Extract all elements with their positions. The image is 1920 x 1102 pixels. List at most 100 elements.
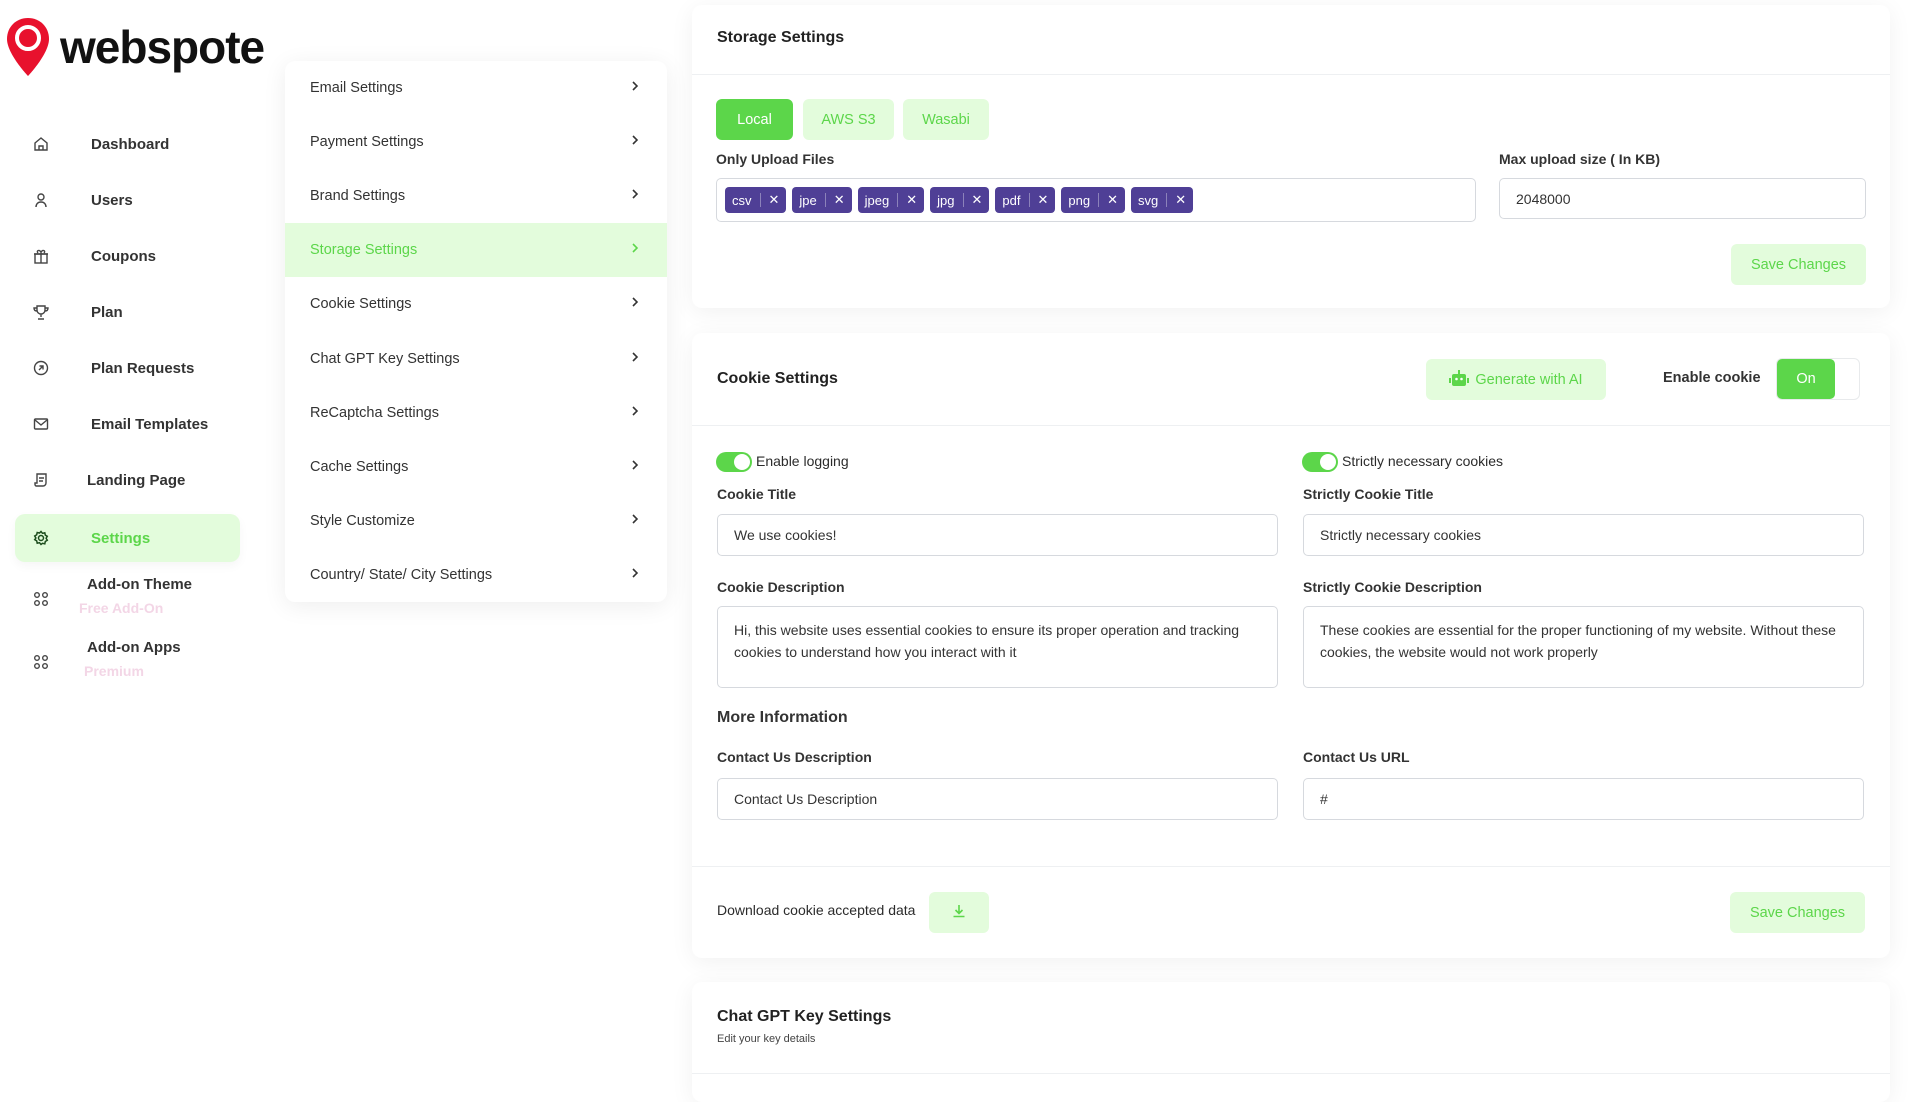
sidebar-item-addon-theme[interactable]: Add-on Theme [15, 576, 240, 624]
logo[interactable]: webspote [4, 16, 265, 80]
submenu-item[interactable]: Email Settings [285, 61, 667, 115]
sidebar-label: Landing Page [87, 471, 186, 489]
enable-cookie-toggle[interactable]: On [1776, 358, 1860, 400]
tag-label: pdf [1002, 192, 1021, 208]
sidebar-label: Add-on Theme [87, 576, 192, 593]
card-title: Cookie Settings [717, 370, 838, 387]
contact-url-input[interactable]: # [1303, 778, 1864, 820]
chevron-right-icon [631, 567, 639, 583]
generate-with-ai-button[interactable]: Generate with AI [1426, 359, 1606, 400]
submenu-item[interactable]: Cache Settings [285, 440, 667, 494]
remove-tag-icon[interactable]: ✕ [1037, 192, 1049, 207]
tag-label: jpeg [864, 192, 890, 208]
sidebar-item-email-templates[interactable]: Email Templates [15, 400, 240, 448]
sidebar-label: Settings [91, 529, 151, 547]
divider [692, 74, 1890, 75]
sidebar-label: Add-on Apps [87, 639, 181, 656]
sidebar-item-plan[interactable]: Plan [15, 288, 240, 336]
save-changes-button[interactable]: Save Changes [1730, 892, 1865, 933]
sidebar-item-coupons[interactable]: Coupons [15, 232, 240, 280]
file-type-tag: svg ✕ [1131, 187, 1194, 213]
submenu-item[interactable]: Payment Settings [285, 115, 667, 169]
sidebar-sublabel: Premium [84, 663, 144, 679]
save-changes-button[interactable]: Save Changes [1731, 244, 1866, 285]
cookie-title-label: Cookie Title [717, 486, 797, 502]
sidebar-item-dashboard[interactable]: Dashboard [15, 120, 240, 168]
remove-tag-icon[interactable]: ✕ [906, 192, 918, 207]
submenu-item[interactable]: Chat GPT Key Settings [285, 331, 667, 385]
strict-description-textarea[interactable]: These cookies are essential for the prop… [1303, 606, 1864, 688]
cookie-description-textarea[interactable]: Hi, this website uses essential cookies … [717, 606, 1278, 688]
gear-icon [32, 529, 50, 547]
file-types-input[interactable]: csv ✕ jpe ✕ jpeg ✕ jpg ✕ pdf ✕ png ✕ svg ✕ [716, 178, 1476, 222]
chevron-right-icon [631, 80, 639, 96]
strict-title-input[interactable]: Strictly necessary cookies [1303, 514, 1864, 556]
tag-label: jpe [799, 192, 817, 208]
sidebar-label: Users [91, 191, 133, 209]
upload-files-label: Only Upload Files [716, 151, 835, 167]
sidebar-item-plan-requests[interactable]: Plan Requests [15, 344, 240, 392]
chevron-right-icon [631, 188, 639, 204]
arrow-circle-icon [32, 359, 50, 377]
divider [692, 866, 1890, 867]
page-icon [32, 471, 50, 489]
submenu-label: Chat GPT Key Settings [310, 350, 460, 367]
file-type-tag: jpeg ✕ [857, 187, 925, 213]
submenu-item[interactable]: Country/ State/ City Settings [285, 548, 667, 602]
more-information-heading: More Information [717, 709, 848, 726]
remove-tag-icon[interactable]: ✕ [833, 192, 845, 207]
cookie-description-label: Cookie Description [717, 579, 845, 595]
max-upload-input[interactable]: 2048000 [1499, 178, 1866, 219]
contact-url-label: Contact Us URL [1303, 749, 1410, 765]
file-type-tag: png ✕ [1061, 187, 1126, 213]
strictly-necessary-label: Strictly necessary cookies [1342, 453, 1504, 469]
contact-description-input[interactable]: Contact Us Description [717, 778, 1278, 820]
download-button[interactable] [929, 892, 989, 933]
remove-tag-icon[interactable]: ✕ [1107, 192, 1119, 207]
mail-icon [32, 415, 50, 433]
trophy-icon [32, 303, 50, 321]
chevron-right-icon [631, 351, 639, 367]
submenu-label: Country/ State/ City Settings [310, 566, 493, 583]
enable-logging-toggle[interactable] [716, 452, 752, 472]
submenu-item[interactable]: Cookie Settings [285, 277, 667, 331]
robot-icon [1449, 369, 1470, 391]
tag-label: csv [732, 192, 752, 208]
submenu-item[interactable]: Style Customize [285, 494, 667, 548]
card-title: Chat GPT Key Settings [717, 1008, 892, 1025]
submenu-item[interactable]: ReCaptcha Settings [285, 386, 667, 440]
sidebar-item-addon-apps[interactable]: Add-on Apps [15, 639, 240, 687]
contact-description-label: Contact Us Description [717, 749, 872, 765]
submenu-label: ReCaptcha Settings [310, 404, 439, 421]
location-pin-icon [7, 18, 49, 76]
chatgpt-settings-card: Chat GPT Key Settings Edit your key deta… [692, 982, 1890, 1102]
card-title: Storage Settings [717, 29, 845, 46]
remove-tag-icon[interactable]: ✕ [971, 192, 983, 207]
submenu-item[interactable]: Brand Settings [285, 169, 667, 223]
storage-settings-card: Storage Settings Local AWS S3 Wasabi Onl… [692, 5, 1890, 308]
sidebar-label: Email Templates [91, 415, 209, 433]
grid-icon [32, 653, 50, 671]
tab-aws-s3[interactable]: AWS S3 [803, 99, 894, 140]
tab-wasabi[interactable]: Wasabi [903, 99, 989, 140]
strictly-necessary-toggle[interactable] [1302, 452, 1338, 472]
sidebar-item-users[interactable]: Users [15, 176, 240, 224]
remove-tag-icon[interactable]: ✕ [1175, 192, 1187, 207]
file-type-tag: pdf ✕ [995, 187, 1056, 213]
submenu-label: Email Settings [310, 80, 403, 97]
generate-label: Generate with AI [1475, 371, 1583, 388]
file-type-tag: csv ✕ [725, 187, 787, 213]
chevron-right-icon [631, 296, 639, 312]
tab-local[interactable]: Local [716, 99, 793, 140]
submenu-label: Cache Settings [310, 458, 409, 475]
download-label: Download cookie accepted data [717, 902, 916, 918]
submenu-item[interactable]: Storage Settings [285, 223, 667, 278]
submenu-label: Style Customize [310, 512, 415, 529]
cookie-title-input[interactable]: We use cookies! [717, 514, 1278, 556]
sidebar-item-landing-page[interactable]: Landing Page [15, 456, 240, 504]
sidebar-label: Plan Requests [91, 359, 195, 377]
remove-tag-icon[interactable]: ✕ [768, 192, 780, 207]
sidebar-item-settings[interactable]: Settings [15, 514, 240, 562]
chevron-right-icon [631, 513, 639, 529]
home-icon [32, 135, 50, 153]
